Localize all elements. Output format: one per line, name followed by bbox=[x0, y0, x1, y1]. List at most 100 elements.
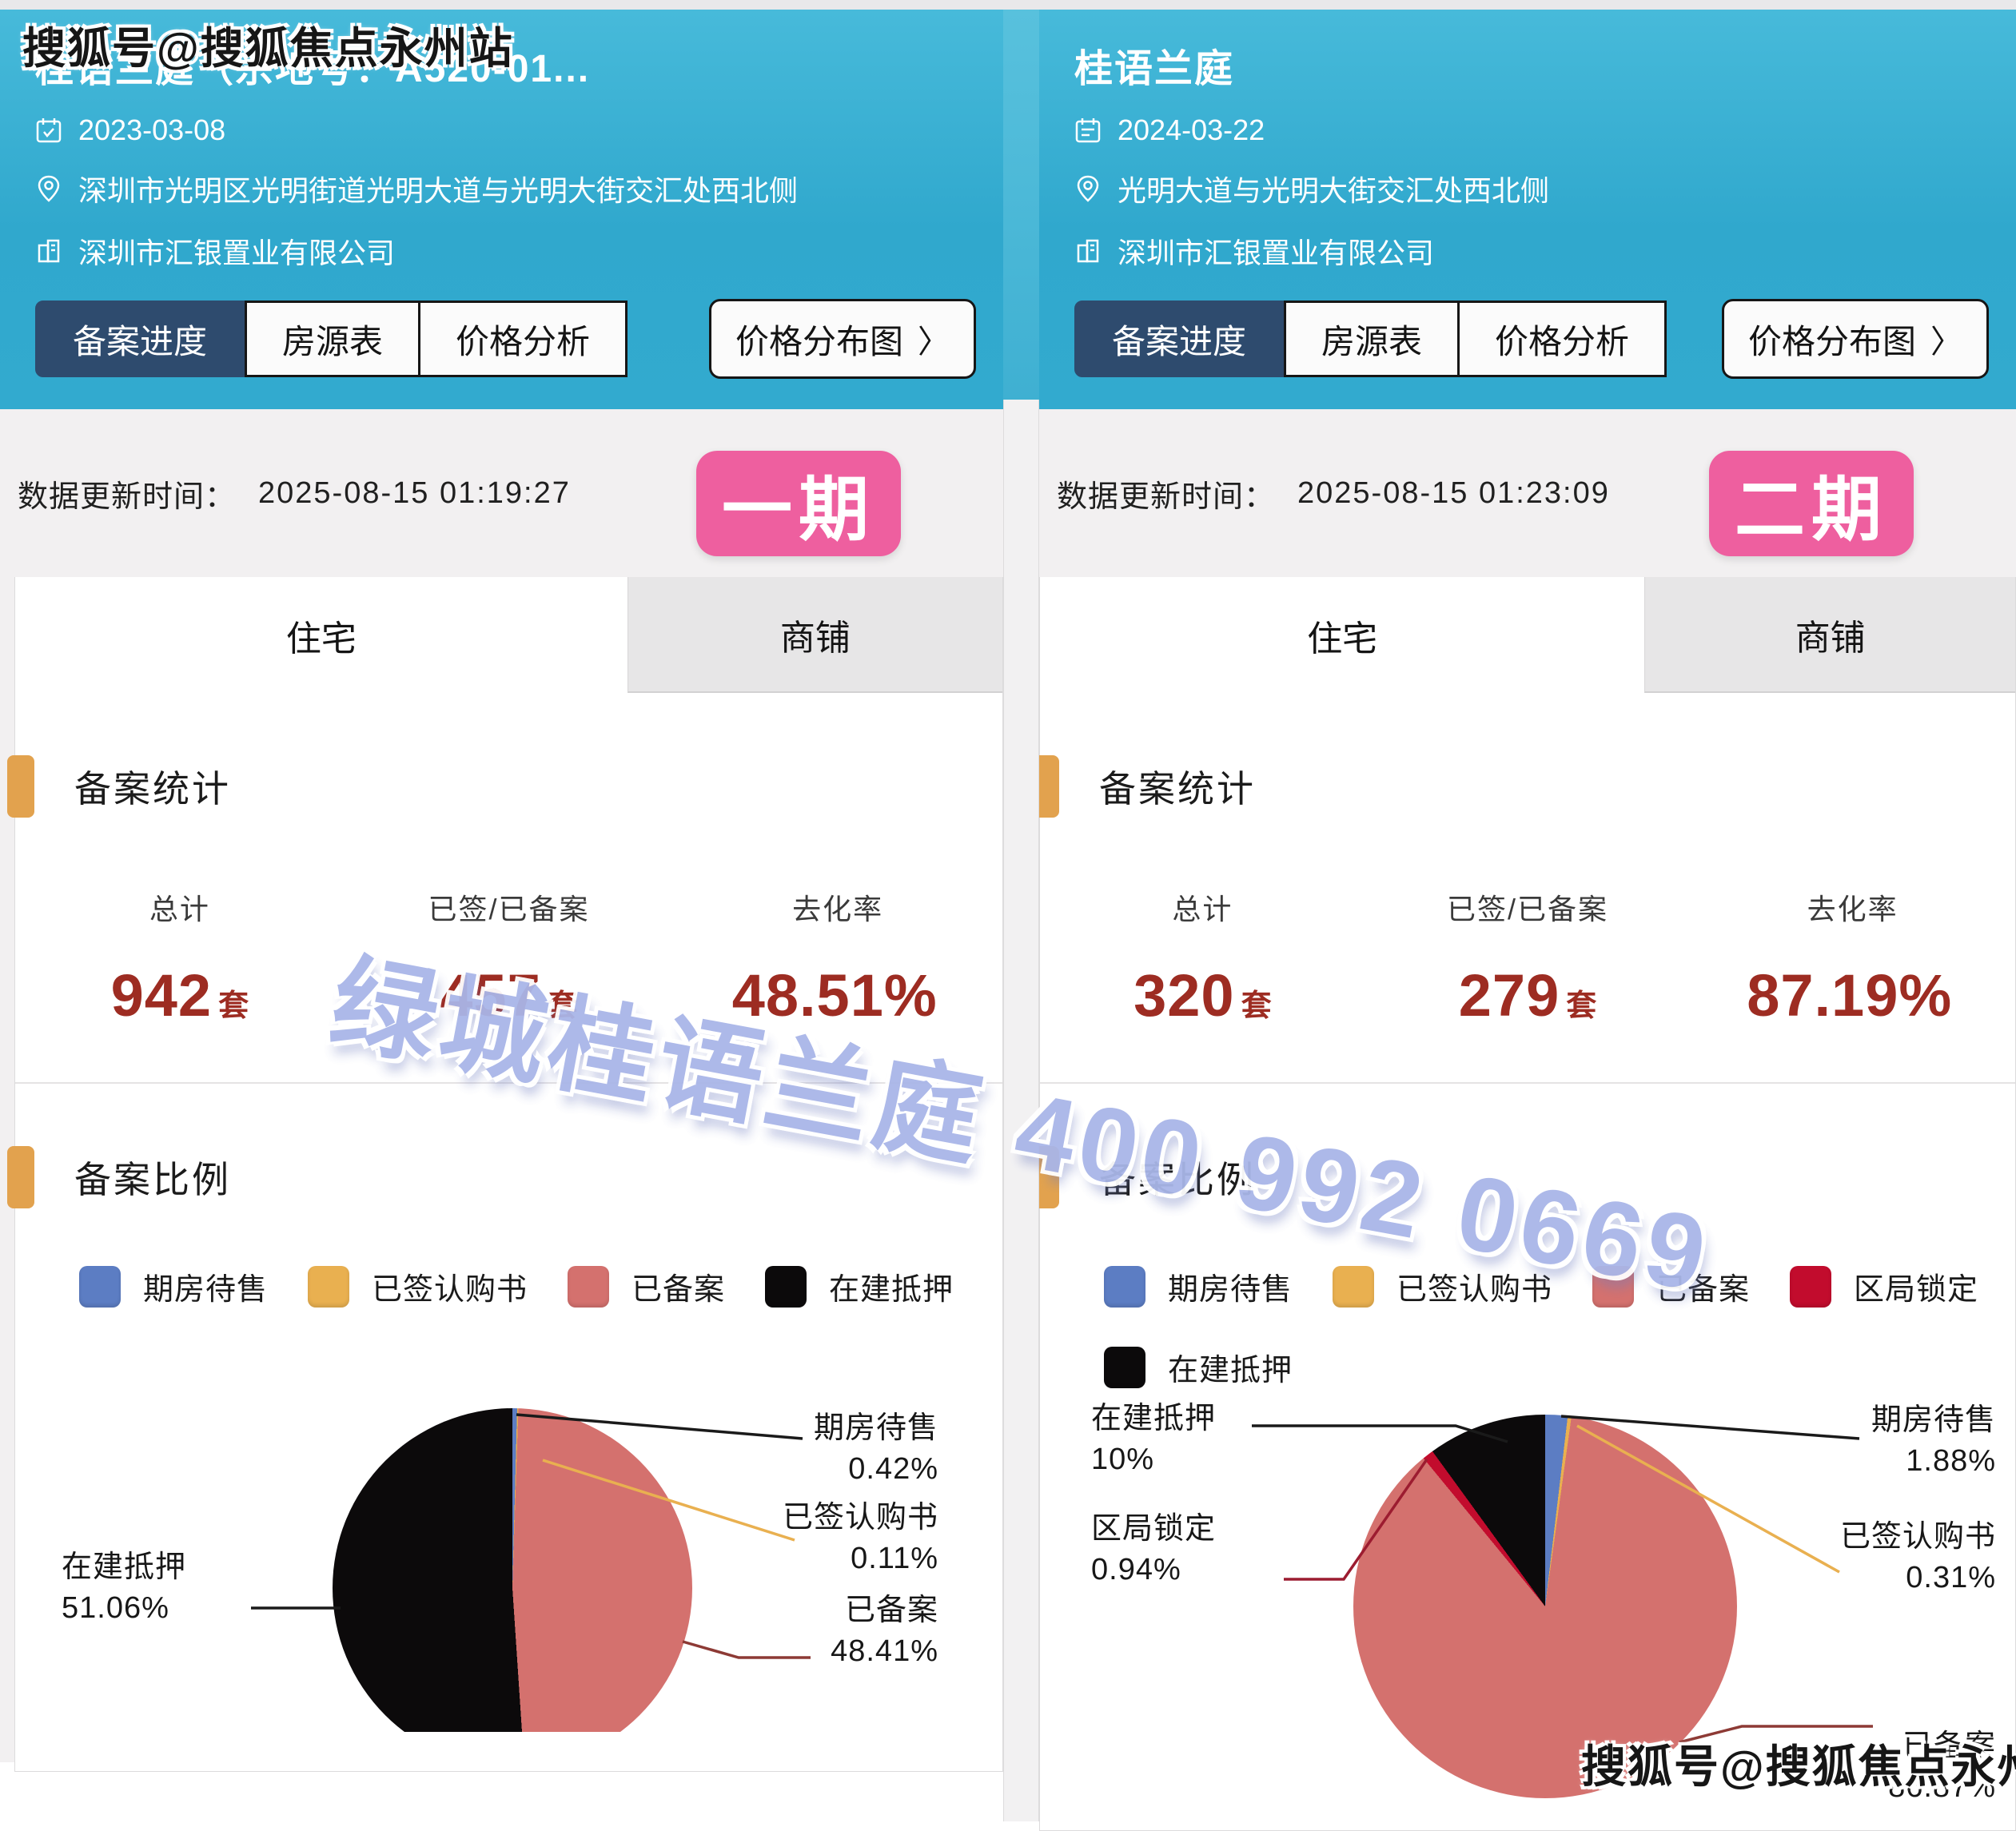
location-pin-icon bbox=[1077, 175, 1099, 202]
project-address-row: 光明大道与光明大街交汇处西北侧 bbox=[1074, 168, 2000, 209]
pie-legend: 期房待售 已签认购书 已备案 在建抵押 bbox=[79, 1264, 986, 1308]
update-bar: 数据更新时间： 2025-08-15 01:19:27 一期 bbox=[0, 409, 1003, 577]
legend-swatch bbox=[79, 1265, 121, 1308]
legend-item[interactable]: 区局锁定 bbox=[1790, 1264, 1978, 1308]
legend-item[interactable]: 已备案 bbox=[568, 1264, 725, 1308]
tab-price-analysis[interactable]: 价格分析 bbox=[1460, 301, 1667, 377]
pie-callout: 已签认购书 0.11% bbox=[782, 1501, 938, 1576]
update-bar: 数据更新时间： 2025-08-15 01:23:09 二期 bbox=[1039, 409, 2016, 577]
legend-swatch bbox=[1790, 1265, 1832, 1308]
filing-ratio-header: 备案比例 bbox=[7, 1146, 1002, 1208]
building-icon bbox=[38, 239, 60, 263]
project-title: 桂语兰庭 bbox=[1074, 48, 1235, 90]
header-tabs: 备案进度 房源表 价格分析 价格分布图 〉 bbox=[35, 299, 987, 379]
legend-swatch bbox=[568, 1265, 610, 1308]
stat-total: 总计 320 套 bbox=[1134, 893, 1272, 1029]
stat-signed-filed: 已签/已备案 279 套 bbox=[1447, 893, 1609, 1029]
chevron-right-icon: 〉 bbox=[918, 324, 950, 360]
legend-item[interactable]: 已签认购书 bbox=[308, 1264, 528, 1308]
panel-gap-header bbox=[1003, 10, 1039, 400]
calendar-icon bbox=[1075, 118, 1101, 143]
calendar-icon bbox=[36, 118, 62, 143]
building-icon bbox=[1077, 239, 1099, 263]
section-divider bbox=[15, 1082, 1002, 1084]
legend-swatch bbox=[308, 1265, 350, 1308]
update-label: 数据更新时间： bbox=[18, 480, 237, 514]
pie-callout: 已备案 48.41% bbox=[831, 1594, 938, 1669]
filing-stats-header: 备案统计 bbox=[7, 755, 1002, 818]
update-time: 2025-08-15 01:19:27 bbox=[258, 476, 571, 510]
stat-absorption-rate: 去化率 87.19% bbox=[1747, 893, 1953, 1029]
section-title: 备案比例 bbox=[74, 1159, 231, 1200]
pie-callout: 已备案 86.87% bbox=[1888, 1729, 1996, 1805]
legend-item[interactable]: 已签认购书 bbox=[1333, 1264, 1552, 1308]
legend-swatch bbox=[1592, 1265, 1635, 1308]
project-company-row: 深圳市汇银置业有限公司 bbox=[35, 230, 987, 272]
tab-housing-list[interactable]: 房源表 bbox=[1284, 301, 1460, 377]
tab-price-analysis[interactable]: 价格分析 bbox=[420, 301, 628, 377]
section-title: 备案统计 bbox=[1099, 768, 1256, 810]
legend-item[interactable]: 期房待售 bbox=[79, 1264, 268, 1308]
filing-stats-header: 备案统计 bbox=[1032, 755, 2015, 818]
project-title: 桂语兰庭（宗地号：A520-01... bbox=[35, 48, 591, 90]
phase-badge: 二期 bbox=[1709, 451, 1914, 556]
legend-item[interactable]: 在建抵押 bbox=[1104, 1345, 1293, 1389]
tab-shops[interactable]: 商铺 bbox=[627, 577, 1002, 693]
pie-callout: 在建抵押 51.06% bbox=[62, 1550, 187, 1626]
panel-phase-1: 桂语兰庭（宗地号：A520-01... 2023-03-08 深圳市光明区光明街… bbox=[0, 0, 1003, 1821]
stat-signed-filed: 已签/已备案 457 套 bbox=[428, 893, 590, 1029]
section-accent-bar bbox=[7, 755, 34, 818]
update-time: 2025-08-15 01:23:09 bbox=[1297, 476, 1610, 510]
price-distribution-button[interactable]: 价格分布图 〉 bbox=[1721, 299, 1989, 379]
legend-swatch bbox=[765, 1265, 807, 1308]
pie-callout: 期房待售 1.88% bbox=[1871, 1403, 1996, 1479]
location-pin-icon bbox=[38, 175, 60, 202]
header-tabs: 备案进度 房源表 价格分析 价格分布图 〉 bbox=[1074, 299, 2000, 379]
pie-callout: 期房待售 0.42% bbox=[813, 1411, 938, 1487]
project-header: 桂语兰庭 2024-03-22 光明大道与光明大街交汇处西北侧 深圳市汇银置业有… bbox=[1039, 10, 2016, 409]
project-company: 深圳市汇银置业有限公司 bbox=[1118, 237, 1435, 269]
top-strip bbox=[0, 0, 2016, 10]
stat-absorption-rate: 去化率 48.51% bbox=[731, 893, 938, 1029]
legend-item[interactable]: 在建抵押 bbox=[765, 1264, 954, 1308]
filing-card: 住宅 商铺 备案统计 总计 942 套 已签/已备案 457 套 去化率 48.51 bbox=[7, 577, 1003, 1772]
property-type-tabs: 住宅 商铺 bbox=[15, 577, 1002, 693]
project-address: 光明大道与光明大街交汇处西北侧 bbox=[1118, 174, 1550, 207]
tab-filing-progress[interactable]: 备案进度 bbox=[1074, 301, 1285, 377]
pie-legend: 期房待售 已签认购书 已备案 区局锁定 在建抵押 bbox=[1104, 1264, 1999, 1389]
project-date-row: 2024-03-22 bbox=[1074, 113, 2000, 147]
tab-residential[interactable]: 住宅 bbox=[15, 577, 628, 693]
stats-row: 总计 942 套 已签/已备案 457 套 去化率 48.51% bbox=[15, 886, 1002, 1029]
stat-total: 总计 942 套 bbox=[110, 893, 249, 1029]
tab-shops[interactable]: 商铺 bbox=[1644, 577, 2015, 693]
price-distribution-button[interactable]: 价格分布图 〉 bbox=[708, 299, 976, 379]
legend-swatch bbox=[1104, 1265, 1145, 1308]
update-label: 数据更新时间： bbox=[1057, 480, 1276, 514]
project-header: 桂语兰庭（宗地号：A520-01... 2023-03-08 深圳市光明区光明街… bbox=[0, 10, 1003, 409]
tab-filing-progress[interactable]: 备案进度 bbox=[35, 301, 245, 377]
panel-gap bbox=[1003, 400, 1039, 1821]
price-distribution-label: 价格分布图 bbox=[735, 322, 903, 360]
project-date: 2024-03-22 bbox=[1118, 113, 1265, 146]
section-divider bbox=[1040, 1082, 2015, 1084]
project-date: 2023-03-08 bbox=[78, 113, 226, 146]
legend-item[interactable]: 已备案 bbox=[1592, 1264, 1750, 1308]
project-date-row: 2023-03-08 bbox=[35, 113, 987, 147]
property-type-tabs: 住宅 商铺 bbox=[1040, 577, 2015, 693]
project-company: 深圳市汇银置业有限公司 bbox=[78, 237, 396, 269]
section-title: 备案统计 bbox=[74, 768, 231, 810]
pie-callout: 已签认购书 0.31% bbox=[1839, 1520, 1996, 1595]
price-distribution-label: 价格分布图 bbox=[1747, 322, 1916, 360]
project-address-row: 深圳市光明区光明街道光明大道与光明大街交汇处西北侧 bbox=[35, 168, 987, 209]
tab-housing-list[interactable]: 房源表 bbox=[245, 301, 421, 377]
project-address: 深圳市光明区光明街道光明大道与光明大街交汇处西北侧 bbox=[78, 174, 799, 207]
tab-residential[interactable]: 住宅 bbox=[1040, 577, 1645, 693]
stats-row: 总计 320 套 已签/已备案 279 套 去化率 87.19% bbox=[1040, 886, 2015, 1029]
pie-callout: 在建抵押 10% bbox=[1091, 1402, 1217, 1477]
section-title: 备案比例 bbox=[1099, 1159, 1256, 1200]
legend-item[interactable]: 期房待售 bbox=[1104, 1264, 1293, 1308]
section-accent-bar bbox=[7, 1146, 34, 1208]
legend-swatch bbox=[1104, 1346, 1145, 1388]
watermark-sohu-bottom-right: 搜狐号@搜狐焦点永州站 bbox=[1581, 1741, 2016, 1792]
